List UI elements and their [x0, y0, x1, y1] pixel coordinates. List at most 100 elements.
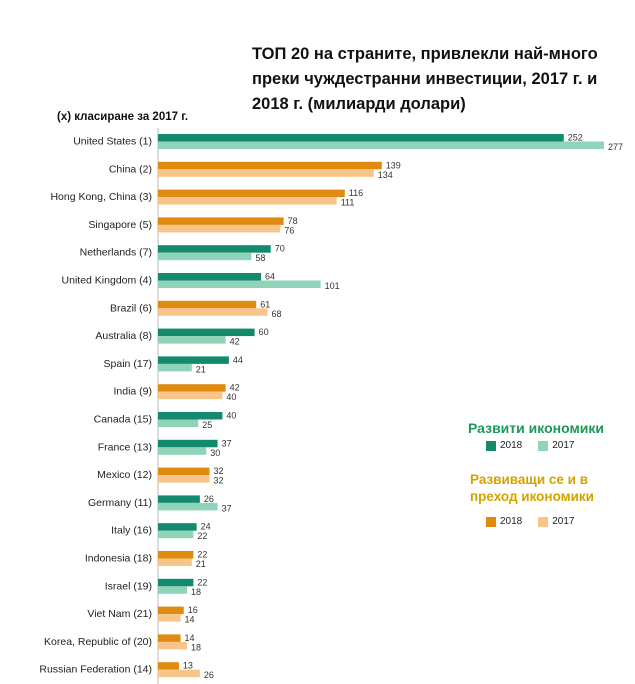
value-label-2017: 32 [214, 476, 224, 486]
value-label-2018: 44 [233, 355, 243, 365]
category-label: Indonesia (18) [85, 553, 152, 565]
bar-2017 [158, 197, 337, 205]
bar-2017 [158, 419, 199, 427]
category-label: India (9) [113, 386, 152, 398]
value-label-2018: 61 [260, 299, 270, 309]
bar-2017 [158, 669, 200, 678]
value-label-2017: 40 [226, 392, 236, 402]
category-label: Australia (8) [95, 330, 152, 342]
legend-developing-2017: 2017 [538, 516, 575, 527]
legend-developed-title: Развити икономики [468, 420, 605, 436]
bar-2017 [158, 252, 252, 261]
value-label-2018: 22 [197, 550, 207, 560]
bar-2018 [158, 495, 200, 503]
legend-label: 2018 [500, 440, 523, 451]
category-label: Singapore (5) [88, 219, 152, 231]
value-label-2017: 101 [325, 281, 340, 291]
value-label-2017: 30 [210, 448, 220, 458]
value-label-2018: 60 [259, 327, 269, 337]
value-label-2018: 26 [204, 494, 214, 504]
category-label: Italy (16) [111, 525, 152, 537]
bar-2017 [158, 475, 210, 483]
value-label-2017: 22 [197, 531, 207, 541]
value-label-2018: 32 [214, 466, 224, 476]
value-label-2018: 37 [222, 438, 232, 448]
legend-swatch-developing-2018 [486, 516, 496, 527]
legend-developing: 2018 2017 [486, 516, 591, 527]
bar-2017 [158, 336, 226, 344]
category-label: Canada (15) [94, 414, 152, 426]
category-label: Korea, Republic of (20) [44, 636, 152, 648]
value-label-2017: 37 [222, 503, 232, 513]
chart-subtitle: (x) класиране за 2017 г. [57, 111, 189, 123]
value-label-2018: 14 [185, 633, 195, 643]
category-label: Germany (11) [88, 497, 152, 509]
category-label: Brazil (6) [110, 302, 152, 314]
bar-2018 [158, 606, 184, 615]
category-label: China (2) [109, 163, 152, 175]
legend-swatch-developed-2018 [486, 440, 496, 451]
bar-2017 [158, 224, 281, 233]
value-label-2017: 21 [196, 364, 206, 374]
legend-developing-title: Развиващи се и в преход икономики [470, 472, 594, 504]
value-label-2018: 116 [349, 188, 363, 198]
legend-developing-2018: 2018 [486, 516, 522, 527]
bar-2017 [158, 447, 207, 455]
value-label-2018: 139 [386, 160, 401, 170]
bar-2017 [158, 614, 181, 622]
value-label-2017: 21 [196, 559, 206, 569]
value-label-2018: 40 [226, 411, 236, 421]
value-label-2017: 26 [204, 670, 214, 680]
bar-2017 [158, 502, 218, 511]
bar-2018 [158, 300, 257, 309]
bar-2018 [158, 439, 218, 448]
value-label-2017: 18 [191, 587, 201, 597]
bar-2018 [158, 356, 229, 364]
value-label-2017: 68 [271, 309, 281, 319]
bar-2018 [158, 412, 223, 420]
category-label: Viet Nam (21) [87, 608, 152, 620]
bar-2017 [158, 169, 374, 177]
legend-label: 2017 [552, 440, 575, 451]
bar-2017 [158, 363, 192, 372]
bar-2017 [158, 586, 187, 594]
bar-2018 [158, 217, 284, 225]
bar-2018 [158, 273, 262, 281]
category-label: Mexico (12) [97, 469, 152, 481]
category-label: Russian Federation (14) [39, 664, 152, 676]
value-label-2017: 277 [608, 142, 623, 152]
value-label-2018: 78 [288, 216, 298, 226]
value-label-2018: 24 [201, 522, 211, 532]
bar-2018 [158, 578, 194, 587]
bar-2017 [158, 530, 194, 539]
bar-2017 [158, 308, 268, 316]
bar-2018 [158, 161, 382, 170]
bar-2017 [158, 558, 192, 566]
value-label-2018: 64 [265, 272, 275, 282]
bar-2018 [158, 189, 345, 198]
value-label-2018: 70 [275, 244, 285, 254]
bar-2018 [158, 328, 255, 337]
value-label-2017: 58 [255, 253, 265, 263]
legend-developed-2018: 2018 [486, 440, 522, 451]
value-label-2018: 42 [230, 383, 240, 393]
category-label: Spain (17) [104, 358, 152, 370]
bar-2018 [158, 523, 197, 531]
value-label-2018: 252 [568, 133, 583, 143]
bar-2017 [158, 641, 187, 650]
value-label-2018: 22 [197, 577, 207, 587]
legend-developed: 2018 2017 [486, 440, 591, 451]
value-label-2017: 25 [202, 420, 212, 430]
category-label: Netherlands (7) [80, 247, 152, 259]
value-label-2017: 111 [341, 198, 355, 208]
bar-2018 [158, 551, 194, 559]
legend-developed-2017: 2017 [538, 440, 575, 451]
category-label: Israel (19) [105, 580, 152, 592]
bar-2017 [158, 141, 604, 149]
category-label: France (13) [98, 441, 152, 453]
category-label: United States (1) [73, 136, 152, 148]
bar-2017 [158, 391, 223, 400]
bar-2018 [158, 467, 210, 476]
value-label-2017: 42 [230, 337, 240, 347]
